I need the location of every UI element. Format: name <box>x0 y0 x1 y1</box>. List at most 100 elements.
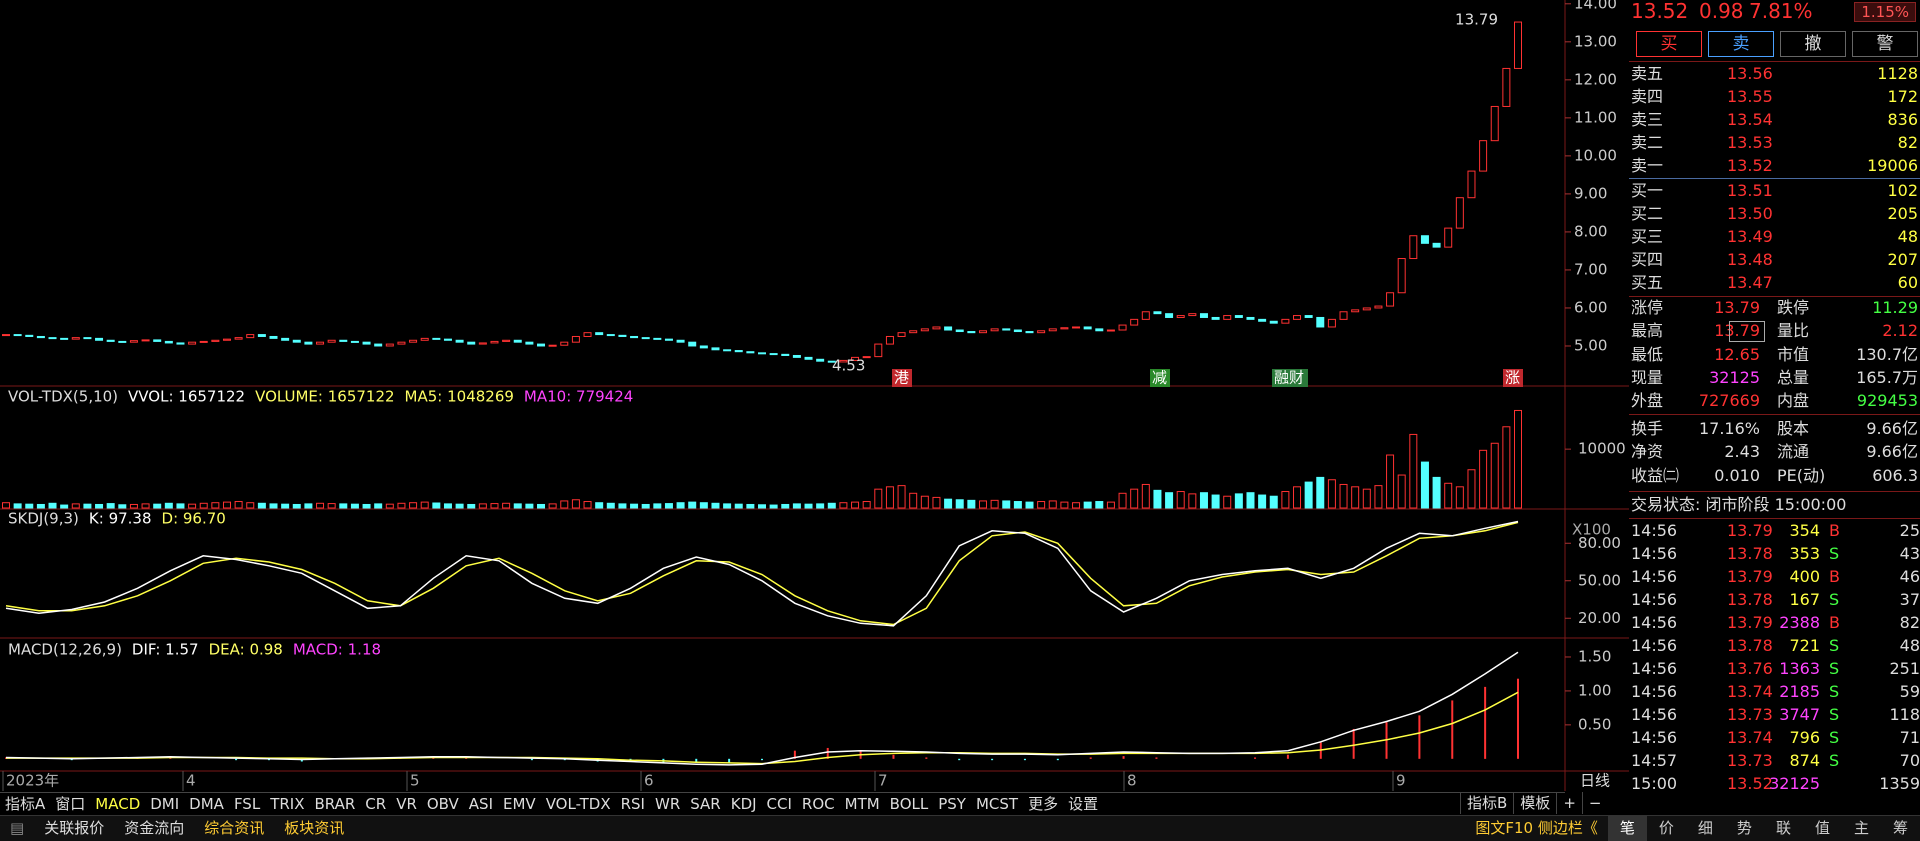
volume-bar <box>385 503 394 509</box>
volume-bar <box>292 503 301 509</box>
volume-bar <box>1106 501 1115 509</box>
side-tab[interactable]: 联 <box>1775 819 1791 837</box>
indicator-tab[interactable]: 模板 <box>1513 792 1556 814</box>
volume-bar <box>1409 433 1418 509</box>
side-tab[interactable]: 势 <box>1736 819 1752 837</box>
indicator-tab[interactable]: SAR <box>690 795 721 813</box>
stat-row-cell: 流通 <box>1777 442 1810 461</box>
indicator-tab[interactable]: ROC <box>801 795 835 813</box>
trade-row-cell: 32125 <box>1769 774 1820 793</box>
indicator-tab[interactable]: 设置 <box>1068 795 1099 813</box>
indicator-tab[interactable]: RSI <box>620 795 645 813</box>
side-tab[interactable]: 笔 <box>1607 816 1647 841</box>
indicator-tab[interactable]: + <box>1556 792 1582 814</box>
bottom-tab[interactable]: 板块资讯 <box>284 819 345 837</box>
candle <box>455 339 464 343</box>
indicator-tab[interactable]: BRAR <box>314 795 356 813</box>
indicator-tab[interactable]: ASI <box>468 795 493 813</box>
indicator-tab[interactable]: PSY <box>938 795 966 813</box>
trade-button[interactable]: 买 <box>1636 31 1702 57</box>
candle <box>1141 311 1150 320</box>
volume-bar <box>153 503 162 509</box>
candle <box>1106 329 1115 332</box>
trade-row-cell: 13.73 <box>1727 705 1773 724</box>
trade-button[interactable]: 卖 <box>1708 31 1774 57</box>
indicator-tab[interactable]: 指标A <box>5 795 46 813</box>
indicator-tab[interactable]: DMI <box>150 795 180 813</box>
indicator-tab[interactable]: KDJ <box>730 795 757 813</box>
indicator-tab[interactable]: MACD <box>95 795 141 813</box>
candle <box>1293 315 1302 320</box>
side-tab[interactable]: 值 <box>1814 819 1830 837</box>
separator <box>1629 296 1920 297</box>
candle <box>1316 316 1325 328</box>
volume-bar <box>525 503 534 509</box>
indicator-tab[interactable]: OBV <box>426 795 459 813</box>
period-label: 日线 <box>1580 772 1610 790</box>
indicator-header: K: 97.38 <box>89 510 152 528</box>
candle <box>758 352 766 355</box>
side-tab[interactable]: 细 <box>1697 819 1713 837</box>
menu-icon[interactable]: ▤ <box>10 819 25 837</box>
volume-bar <box>955 499 964 509</box>
volume-bar <box>897 485 906 509</box>
candle <box>1223 315 1232 320</box>
volume-bar <box>1281 491 1290 509</box>
stat-row-cell: 市值 <box>1777 345 1810 364</box>
indicator-tab[interactable]: VR <box>396 795 417 813</box>
indicator-tab[interactable]: CR <box>365 795 387 813</box>
side-tab[interactable]: 筹 <box>1892 819 1908 837</box>
indicator-tab[interactable]: 指标B <box>1460 792 1513 814</box>
candle <box>1490 105 1499 142</box>
indicator-tab[interactable]: − <box>1581 792 1608 814</box>
trade-row-cell: 3747 <box>1779 705 1820 724</box>
indicator-tab[interactable]: MTM <box>844 795 880 813</box>
volume-bar <box>176 503 185 509</box>
candle <box>885 335 894 345</box>
volume-bar <box>560 500 569 509</box>
bottom-tab[interactable]: 关联报价 <box>44 819 105 837</box>
volume-bar <box>816 503 825 509</box>
trade-row-cell: 13.73 <box>1727 751 1773 770</box>
side-tab[interactable]: 主 <box>1853 819 1869 837</box>
indicator-tab[interactable]: DMA <box>189 795 224 813</box>
indicator-tab[interactable]: 更多 <box>1028 795 1059 813</box>
trade-row: 14:56 13.79 2388 B 82 <box>1629 612 1920 634</box>
indicator-tab[interactable]: 窗口 <box>55 795 86 813</box>
bottom-tab[interactable]: 综合资讯 <box>204 819 265 837</box>
indicator-tab[interactable]: MCST <box>975 795 1019 813</box>
side-tab[interactable]: 价 <box>1658 819 1674 837</box>
indicator-tab[interactable]: FSL <box>233 795 261 813</box>
trade-row-cell: 721 <box>1789 636 1820 655</box>
highlight-box <box>1729 321 1765 342</box>
order-row-cell: 卖一 <box>1631 156 1664 175</box>
candle <box>804 356 813 360</box>
candle <box>990 328 999 332</box>
trade-button[interactable]: 警 <box>1852 31 1918 57</box>
volume-bar <box>827 502 836 509</box>
order-row-cell: 48 <box>1897 227 1918 246</box>
candle <box>944 326 953 331</box>
signal-box <box>1272 369 1308 387</box>
indicator-tab[interactable]: CCI <box>766 795 792 813</box>
candle <box>1409 235 1418 260</box>
indicator-tab[interactable]: TRIX <box>270 795 305 813</box>
bottom-tab[interactable]: 资金流向 <box>124 819 185 837</box>
candle <box>513 339 522 343</box>
indicator-tab[interactable]: BOLL <box>889 795 929 813</box>
bottom-right[interactable]: 图文F10 侧边栏《 <box>1475 819 1598 837</box>
candle <box>781 353 790 356</box>
candle <box>374 343 383 347</box>
indicator-tab[interactable]: EMV <box>503 795 536 813</box>
trade-button[interactable]: 撤 <box>1780 31 1846 57</box>
candle <box>83 337 92 340</box>
indicator-tab[interactable]: VOL-TDX <box>545 795 611 813</box>
order-row-cell: 卖三 <box>1631 110 1664 129</box>
trade-row-cell: S <box>1829 636 1840 655</box>
volume-bar <box>199 502 208 509</box>
candle <box>606 334 615 337</box>
volume-bar <box>839 502 848 509</box>
candle <box>734 350 743 353</box>
indicator-tab[interactable]: WR <box>654 795 681 813</box>
volume-bar <box>1153 489 1162 509</box>
